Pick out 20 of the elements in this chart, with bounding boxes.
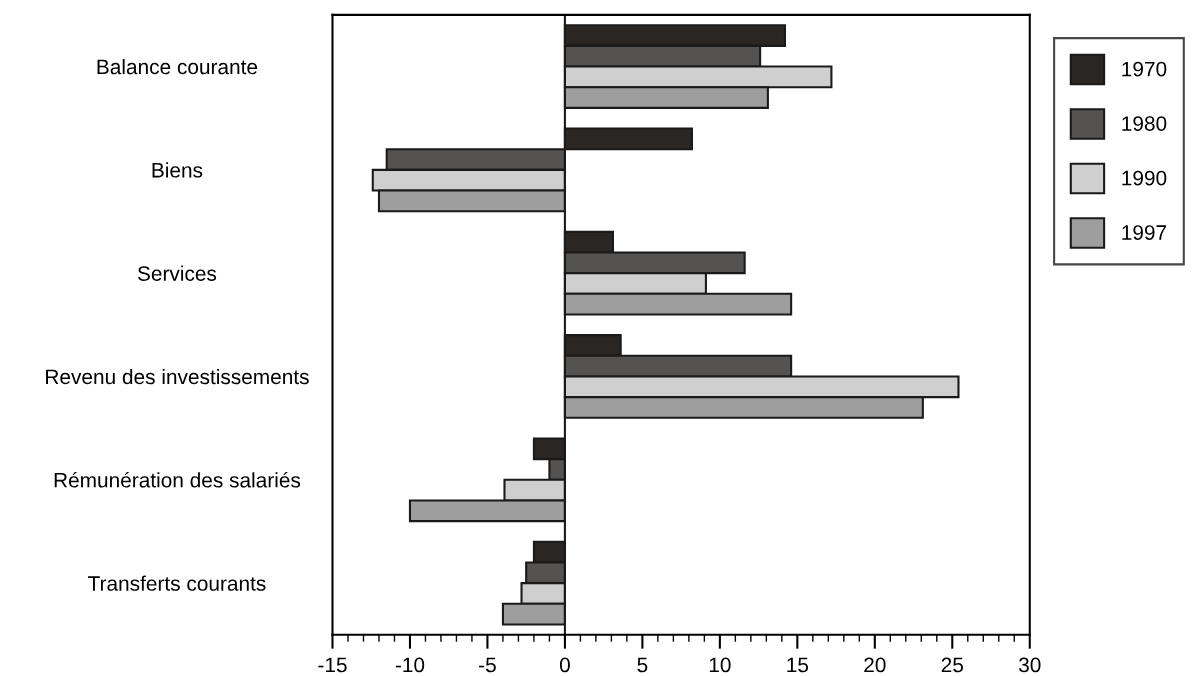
x-tick-label: -10 xyxy=(395,657,425,673)
legend-label: 1970 xyxy=(1122,61,1167,77)
x-tick-label: 20 xyxy=(864,657,886,673)
y-tick-label: Services xyxy=(137,265,217,281)
y-tick-label: Transferts courants xyxy=(88,575,266,591)
x-tick-label: 5 xyxy=(637,657,648,673)
x-tick-label: 15 xyxy=(787,657,809,673)
x-tick-label: 10 xyxy=(709,657,731,673)
legend-label: 1997 xyxy=(1122,225,1167,240)
x-tick-label: -5 xyxy=(479,657,496,673)
x-tick-label: -15 xyxy=(318,657,347,673)
y-tick-label: Balance courante xyxy=(97,58,258,75)
x-tick-label: 0 xyxy=(559,657,570,673)
y-tick-label: Revenu des investissements xyxy=(46,368,309,385)
x-tick-label: 25 xyxy=(941,657,963,673)
y-tick-label: Rémunération des salariés xyxy=(54,472,301,488)
legend-label: 1980 xyxy=(1122,116,1167,131)
legend-label: 1990 xyxy=(1122,170,1167,186)
x-tick-label: 30 xyxy=(1018,657,1041,673)
y-tick-label: Biens xyxy=(152,162,203,178)
